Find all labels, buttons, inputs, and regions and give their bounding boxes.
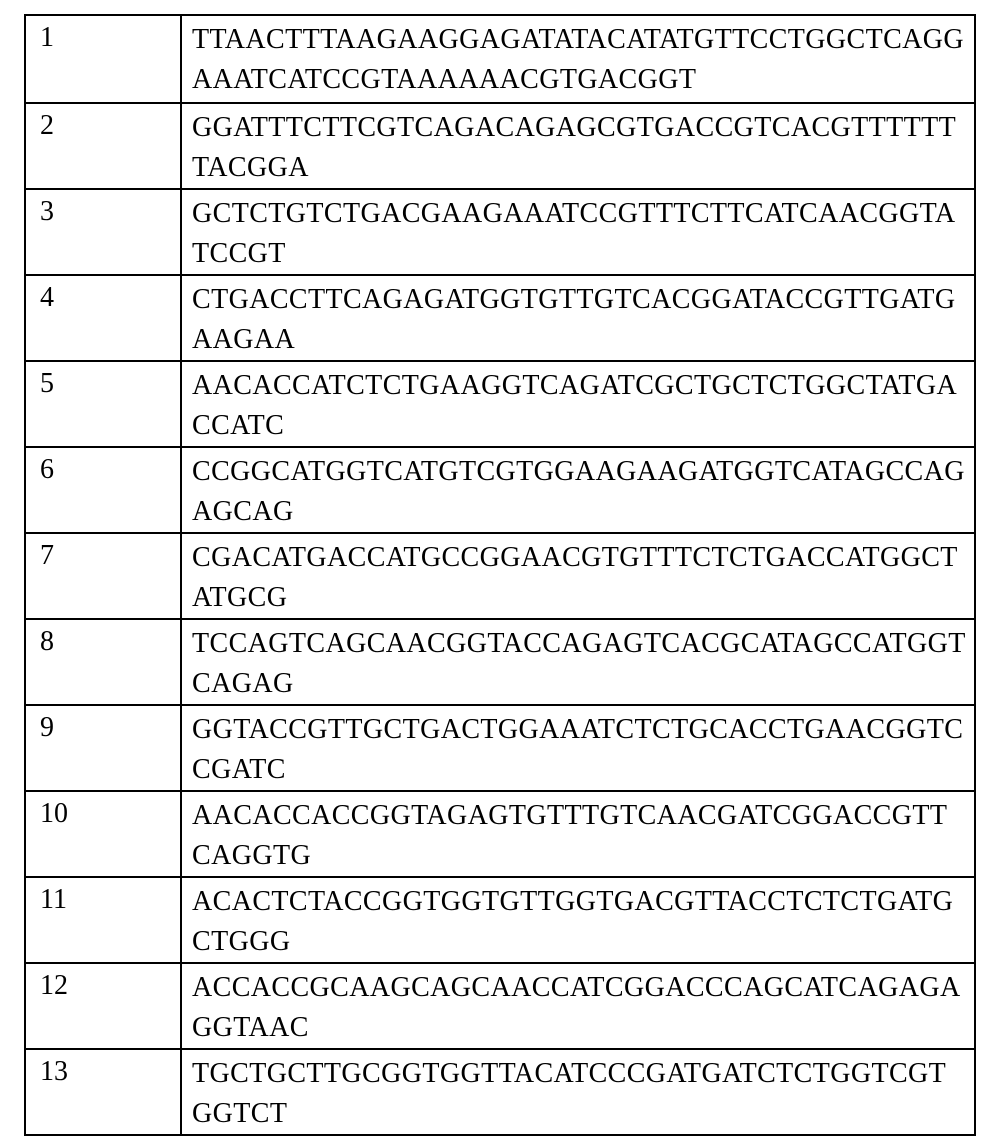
table-row: 11ACACTCTACCGGTGGTGTTGGTGACGTTACCTCTCTGA… [26, 878, 974, 964]
table-row: 10AACACCACCGGTAGAGTGTTTGTCAACGATCGGACCGT… [26, 792, 974, 878]
row-index: 2 [26, 104, 182, 188]
row-index: 5 [26, 362, 182, 446]
row-sequence: ACCACCGCAAGCAGCAACCATCGGACCCAGCATCAGAGAG… [182, 964, 974, 1048]
row-index: 4 [26, 276, 182, 360]
row-index: 8 [26, 620, 182, 704]
row-sequence: TCCAGTCAGCAACGGTACCAGAGTCACGCATAGCCATGGT… [182, 620, 974, 704]
table-row: 2GGATTTCTTCGTCAGACAGAGCGTGACCGTCACGTTTTT… [26, 104, 974, 190]
row-index: 7 [26, 534, 182, 618]
row-sequence: GCTCTGTCTGACGAAGAAATCCGTTTCTTCATCAACGGTA… [182, 190, 974, 274]
row-sequence: CGACATGACCATGCCGGAACGTGTTTCTCTGACCATGGCT… [182, 534, 974, 618]
table-row: 6CCGGCATGGTCATGTCGTGGAAGAAGATGGTCATAGCCA… [26, 448, 974, 534]
table-row: 12ACCACCGCAAGCAGCAACCATCGGACCCAGCATCAGAG… [26, 964, 974, 1050]
row-index: 10 [26, 792, 182, 876]
table-row: 7CGACATGACCATGCCGGAACGTGTTTCTCTGACCATGGC… [26, 534, 974, 620]
table-row: 1TTAACTTTAAGAAGGAGATATACATATGTTCCTGGCTCA… [26, 16, 974, 104]
row-index: 3 [26, 190, 182, 274]
row-sequence: TTAACTTTAAGAAGGAGATATACATATGTTCCTGGCTCAG… [182, 16, 974, 102]
row-index: 12 [26, 964, 182, 1048]
row-index: 1 [26, 16, 182, 102]
row-index: 13 [26, 1050, 182, 1134]
row-index: 6 [26, 448, 182, 532]
table-row: 3GCTCTGTCTGACGAAGAAATCCGTTTCTTCATCAACGGT… [26, 190, 974, 276]
row-sequence: GGATTTCTTCGTCAGACAGAGCGTGACCGTCACGTTTTTT… [182, 104, 974, 188]
table-row: 9GGTACCGTTGCTGACTGGAAATCTCTGCACCTGAACGGT… [26, 706, 974, 792]
row-sequence: AACACCACCGGTAGAGTGTTTGTCAACGATCGGACCGTTC… [182, 792, 974, 876]
row-sequence: TGCTGCTTGCGGTGGTTACATCCCGATGATCTCTGGTCGT… [182, 1050, 974, 1134]
row-sequence: ACACTCTACCGGTGGTGTTGGTGACGTTACCTCTCTGATG… [182, 878, 974, 962]
row-sequence: CCGGCATGGTCATGTCGTGGAAGAAGATGGTCATAGCCAG… [182, 448, 974, 532]
row-index: 11 [26, 878, 182, 962]
row-sequence: GGTACCGTTGCTGACTGGAAATCTCTGCACCTGAACGGTC… [182, 706, 974, 790]
row-sequence: CTGACCTTCAGAGATGGTGTTGTCACGGATACCGTTGATG… [182, 276, 974, 360]
table-row: 8TCCAGTCAGCAACGGTACCAGAGTCACGCATAGCCATGG… [26, 620, 974, 706]
table-row: 13TGCTGCTTGCGGTGGTTACATCCCGATGATCTCTGGTC… [26, 1050, 974, 1134]
table-row: 5AACACCATCTCTGAAGGTCAGATCGCTGCTCTGGCTATG… [26, 362, 974, 448]
row-index: 9 [26, 706, 182, 790]
row-sequence: AACACCATCTCTGAAGGTCAGATCGCTGCTCTGGCTATGA… [182, 362, 974, 446]
table-row: 4CTGACCTTCAGAGATGGTGTTGTCACGGATACCGTTGAT… [26, 276, 974, 362]
sequence-table: 1TTAACTTTAAGAAGGAGATATACATATGTTCCTGGCTCA… [24, 14, 976, 1136]
